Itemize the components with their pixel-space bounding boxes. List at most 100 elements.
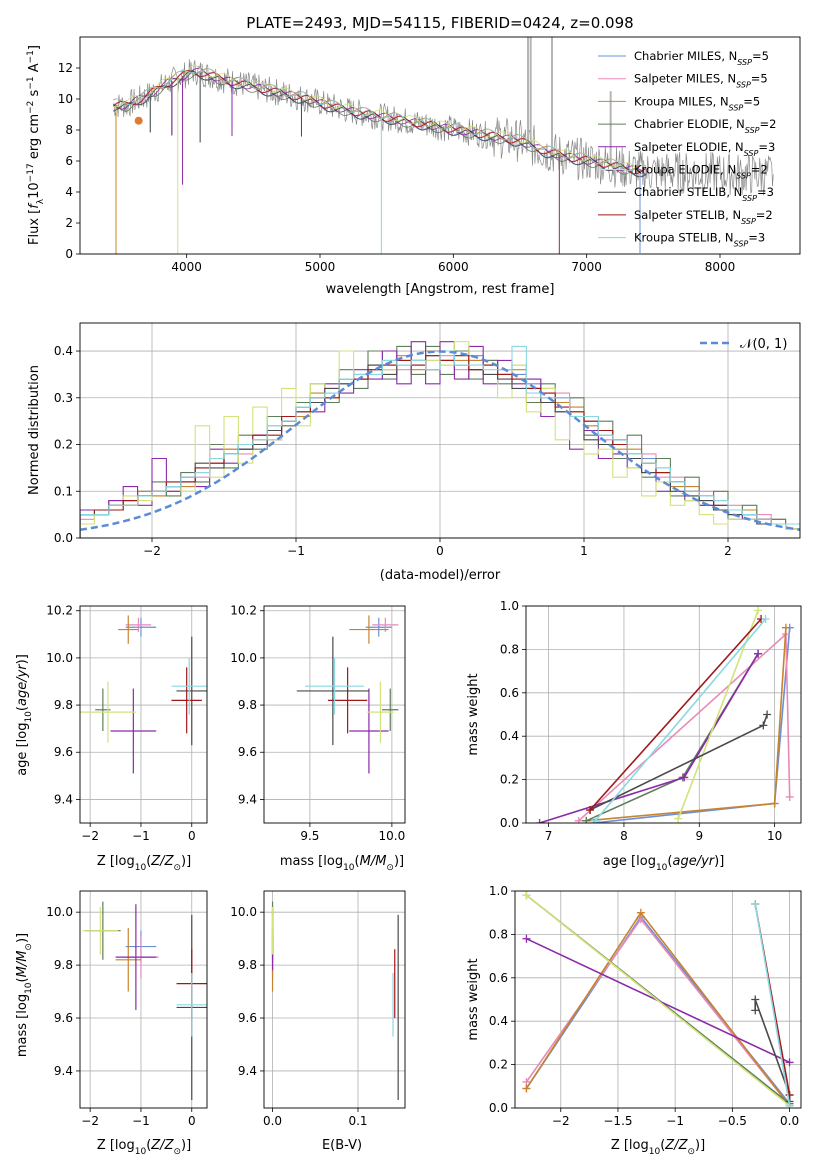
x-tick-label: 7000 bbox=[571, 260, 602, 274]
x-axis-label: age [log10(age/yr)] bbox=[603, 854, 725, 873]
y-tick-label: 9.8 bbox=[238, 698, 257, 712]
axes-frame bbox=[514, 890, 802, 1109]
x-axis-label: Z [log10(Z/Z⊙)] bbox=[97, 1138, 191, 1157]
legend-label: Kroupa ELODIE, NSSP=2 bbox=[634, 163, 768, 181]
y-tick-label: 0.6 bbox=[489, 971, 508, 985]
mass-weight-marker bbox=[785, 792, 794, 801]
axes-frame bbox=[79, 36, 801, 255]
x-tick-label: 10 bbox=[767, 829, 782, 843]
y-tick-label: 10.0 bbox=[230, 905, 257, 919]
y-tick-label: 0.2 bbox=[489, 1058, 508, 1072]
x-tick-label: 0 bbox=[436, 544, 444, 558]
mass-weight-marker bbox=[785, 1090, 794, 1099]
mass-metallicity-axes: −2 −1 0 9.4 9.6 9.8 10.0 bbox=[46, 890, 208, 1128]
mass-weight-marker bbox=[751, 1006, 760, 1015]
plot-area bbox=[112, 37, 774, 254]
spectrum-marker bbox=[134, 116, 143, 125]
mass-weight-marker bbox=[636, 908, 645, 917]
y-tick-label: 10.0 bbox=[46, 905, 73, 919]
x-tick-label: −2 bbox=[81, 829, 99, 843]
y-tick-label: 0.0 bbox=[489, 1101, 508, 1115]
y-tick-label: 10 bbox=[58, 92, 73, 106]
axes-frame bbox=[525, 605, 802, 824]
mass-weight-marker bbox=[582, 816, 591, 823]
mass-weight-marker bbox=[680, 773, 689, 782]
mass-weight-marker bbox=[522, 891, 531, 900]
mass-weight-line bbox=[525, 917, 791, 1107]
y-tick-label: 9.8 bbox=[54, 698, 73, 712]
legend-label: Salpeter ELODIE, NSSP=3 bbox=[634, 140, 775, 158]
mass-weight-marker bbox=[781, 623, 790, 632]
mass-weight-line bbox=[754, 999, 791, 1102]
y-tick-label: 9.4 bbox=[54, 792, 73, 806]
mass-weight-line bbox=[754, 903, 791, 1106]
axes-frame bbox=[79, 605, 208, 824]
legend-label: 𝒩(0, 1) bbox=[740, 337, 787, 352]
x-tick-label: 0 bbox=[188, 1114, 196, 1128]
residual-axes: −2 −1 0 1 2 0.0 0.1 0.2 0.3 0.4 𝒩(0, 1) (data-model… bbox=[27, 322, 801, 583]
y-tick-label: 9.6 bbox=[238, 745, 257, 759]
legend-label: Chabrier ELODIE, NSSP=2 bbox=[634, 117, 776, 135]
y-tick-label: 9.4 bbox=[238, 1064, 257, 1078]
legend-label: Chabrier MILES, NSSP=5 bbox=[634, 49, 769, 67]
y-tick-label: 0 bbox=[65, 247, 73, 261]
axes-frame bbox=[79, 322, 801, 539]
mass-weight-line bbox=[677, 610, 759, 819]
x-tick-label: 8 bbox=[620, 829, 628, 843]
mass-weight-line bbox=[539, 653, 759, 823]
plot-area bbox=[80, 341, 800, 538]
y-tick-label: 9.4 bbox=[238, 792, 257, 806]
mass-weight-marker bbox=[674, 814, 683, 823]
x-tick-label: 0 bbox=[188, 829, 196, 843]
y-tick-label: 0.2 bbox=[500, 773, 519, 787]
x-axis-label: Z [log10(Z/Z⊙)] bbox=[97, 854, 191, 873]
y-tick-label: 1.0 bbox=[500, 599, 519, 613]
y-tick-label: 0.4 bbox=[489, 1014, 508, 1028]
mass-weight-marker bbox=[522, 934, 531, 943]
x-tick-label: 0.1 bbox=[348, 1114, 367, 1128]
x-tick-label: −1 bbox=[132, 1114, 150, 1128]
x-axis-label: wavelength [Angstrom, rest frame] bbox=[326, 282, 555, 297]
y-tick-label: 0.4 bbox=[54, 344, 73, 358]
figure-title: PLATE=2493, MJD=54115, FIBERID=0424, z=0… bbox=[246, 14, 633, 32]
x-tick-label: 1 bbox=[580, 544, 588, 558]
y-axis-label: age [log10(age/yr)] bbox=[15, 654, 34, 776]
y-tick-label: 10.0 bbox=[46, 651, 73, 665]
spectrum-axes: 4000 5000 6000 7000 8000 0 2 4 6 8 10 12 wavelength … bbox=[58, 36, 801, 297]
y-axis-label: mass weight bbox=[466, 673, 481, 755]
x-tick-label: 10.0 bbox=[379, 829, 406, 843]
legend-label: Kroupa MILES, NSSP=5 bbox=[634, 94, 760, 112]
x-tick-label: −2 bbox=[81, 1114, 99, 1128]
mass-weight-line bbox=[525, 915, 791, 1105]
histogram-step-line bbox=[80, 345, 800, 538]
mass-weight-marker bbox=[535, 819, 544, 823]
y-axis-label: mass weight bbox=[466, 958, 481, 1040]
model-spectrum-line bbox=[113, 64, 647, 174]
x-axis-label: E(B-V) bbox=[322, 1138, 362, 1153]
age-metallicity-axes: −2 −1 0 9.4 9.6 9.8 10.0 10.2 bbox=[46, 604, 208, 843]
y-axis-label: Normed distribution bbox=[27, 365, 42, 495]
mass-weight-marker bbox=[751, 995, 760, 1004]
mass-weight-marker bbox=[759, 721, 768, 730]
x-tick-label: −1 bbox=[287, 544, 305, 558]
plot-area bbox=[296, 615, 399, 774]
y-tick-label: 0.6 bbox=[500, 686, 519, 700]
plot-area bbox=[82, 901, 207, 1101]
mass-weight-marker bbox=[770, 799, 779, 808]
mass-weight-line bbox=[594, 618, 767, 822]
y-tick-label: 8 bbox=[65, 123, 73, 137]
x-tick-label: −1 bbox=[132, 829, 150, 843]
y-tick-label: 9.6 bbox=[54, 745, 73, 759]
x-axis-label: Z [log10(Z/Z⊙)] bbox=[611, 1138, 705, 1157]
x-tick-label: 5000 bbox=[305, 260, 336, 274]
mass-weight-marker bbox=[591, 816, 600, 823]
y-tick-label: 0.0 bbox=[500, 816, 519, 830]
y-tick-label: 0.4 bbox=[500, 729, 519, 743]
model-spectrum-line bbox=[113, 67, 647, 176]
y-tick-label: 0.2 bbox=[54, 438, 73, 452]
x-axis-label: mass [log10(M/M⊙)] bbox=[280, 854, 404, 873]
x-axis-label: (data-model)/error bbox=[380, 568, 501, 583]
legend-label: Salpeter MILES, NSSP=5 bbox=[634, 72, 768, 90]
y-tick-label: 0.0 bbox=[54, 531, 73, 545]
x-tick-label: −0.5 bbox=[718, 1114, 747, 1128]
